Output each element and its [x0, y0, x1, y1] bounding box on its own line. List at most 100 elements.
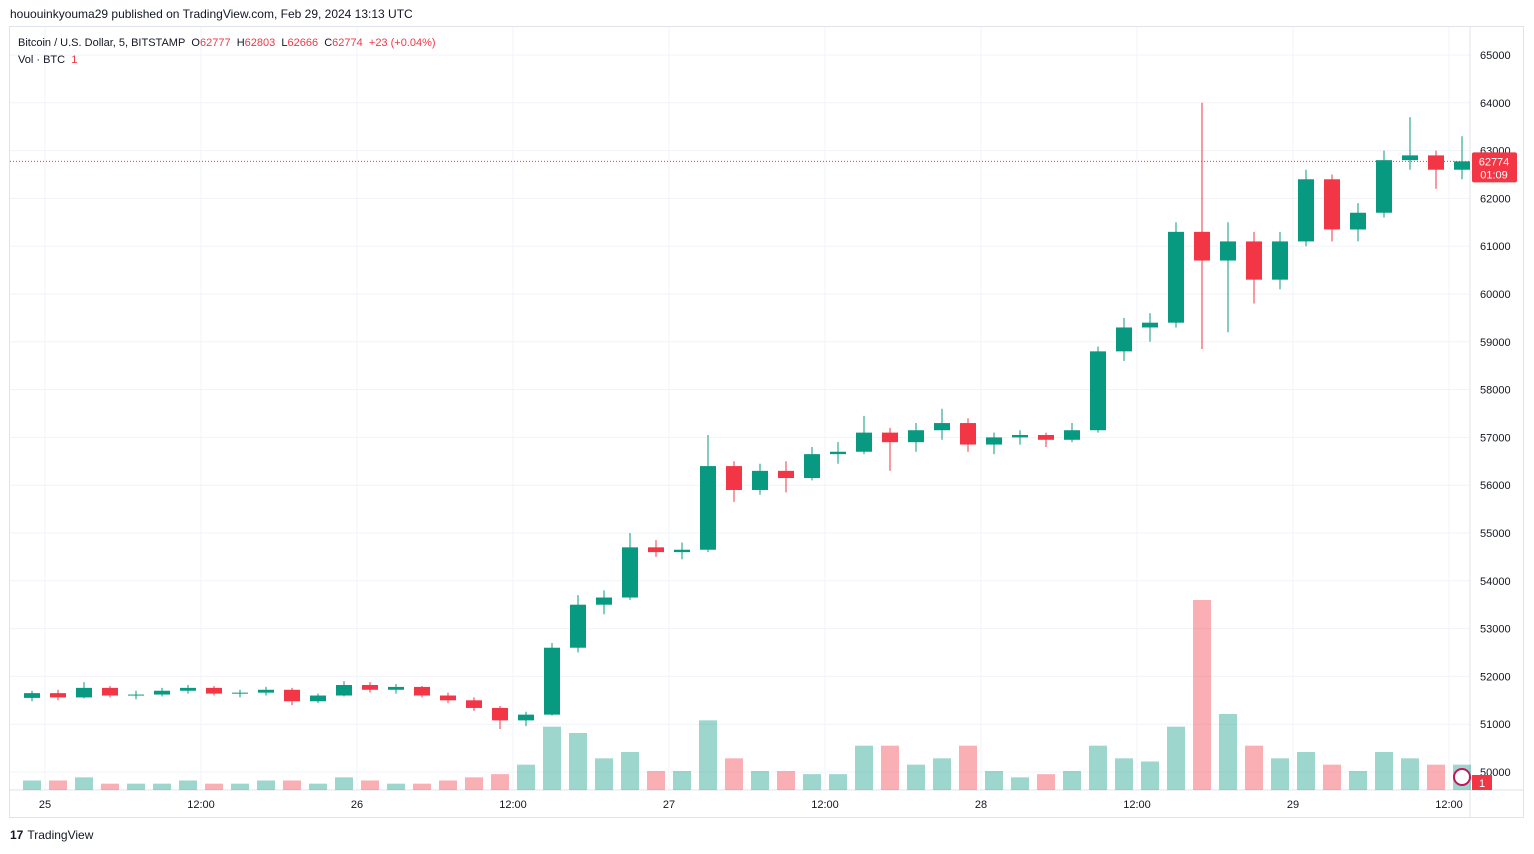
volume-bar	[75, 777, 93, 790]
volume-bar	[1141, 761, 1159, 790]
candle-body	[24, 693, 40, 698]
volume-bar	[257, 780, 275, 790]
volume-bar	[1219, 714, 1237, 790]
candle-body	[1194, 231, 1210, 261]
candle-body	[544, 647, 560, 715]
candle-body	[206, 687, 222, 694]
candle-body	[362, 685, 378, 690]
candle-body	[960, 423, 976, 445]
volume-bar	[829, 774, 847, 790]
time-tick-label: 25	[39, 799, 51, 811]
volume-bar	[465, 777, 483, 790]
volume-bar	[49, 780, 67, 790]
volume-bar	[491, 774, 509, 790]
volume-bar	[543, 726, 561, 790]
volume-bar	[647, 771, 665, 790]
price-tick-label: 58000	[1480, 385, 1511, 397]
volume-bar	[725, 758, 743, 790]
time-tick-label: 28	[975, 799, 987, 811]
candle-body	[180, 687, 196, 691]
volume-bar	[387, 783, 405, 790]
price-tick-label: 52000	[1480, 671, 1511, 683]
volume-bar	[751, 771, 769, 790]
event-count-badge	[1472, 775, 1492, 790]
volume-bar	[881, 745, 899, 790]
chart-frame	[9, 26, 1524, 818]
time-tick-label: 12:00	[1435, 799, 1463, 811]
last-price-value: 62774	[1479, 156, 1510, 168]
candle-body	[284, 689, 300, 702]
volume-bar	[621, 752, 639, 790]
candle-body	[492, 707, 508, 721]
symbol-title[interactable]: Bitcoin / U.S. Dollar, 5, BITSTAMP	[18, 37, 186, 49]
price-tick-label: 51000	[1480, 719, 1511, 731]
volume-bar	[959, 745, 977, 790]
last-price-label	[1472, 152, 1517, 183]
candle-body	[466, 700, 482, 708]
candle-body	[310, 695, 326, 702]
volume-bar	[309, 783, 327, 790]
candle-body	[232, 692, 248, 694]
candle-body	[726, 466, 742, 490]
low-label: L	[281, 37, 288, 49]
candle-body	[1220, 241, 1236, 261]
tradingview-brand[interactable]: 17 TradingView	[10, 828, 93, 842]
volume-row: Vol · BTC 1	[18, 52, 436, 69]
candle-body	[1402, 155, 1418, 161]
candle-body	[674, 549, 690, 553]
bar-countdown: 01:09	[1480, 169, 1508, 181]
candle-body	[440, 695, 456, 701]
candle-body	[934, 423, 950, 431]
price-tick-label: 61000	[1480, 241, 1511, 253]
volume-bar	[907, 764, 925, 790]
time-tick-label: 12:00	[811, 799, 839, 811]
volume-bar	[1245, 745, 1263, 790]
candle-body	[1012, 435, 1028, 438]
candle-body	[648, 547, 664, 553]
candle-body	[570, 604, 586, 648]
volume-bar	[1375, 752, 1393, 790]
volume-label[interactable]: Vol · BTC	[18, 54, 66, 66]
volume-bar	[803, 774, 821, 790]
us-flag-event-icon	[1453, 768, 1471, 786]
candle-body	[1376, 160, 1392, 213]
price-tick-label: 62000	[1480, 193, 1511, 205]
time-tick-label: 12:00	[1123, 799, 1151, 811]
volume-bar	[153, 783, 171, 790]
candle-body	[388, 686, 404, 690]
publisher-line: hououinkyouma29 published on TradingView…	[10, 7, 413, 21]
candle-body	[1428, 155, 1444, 170]
candle-body	[700, 466, 716, 550]
volume-bar	[1011, 777, 1029, 790]
ohlc-row: Bitcoin / U.S. Dollar, 5, BITSTAMP O6277…	[18, 35, 436, 52]
open-value: 62777	[199, 37, 231, 49]
volume-bar	[1063, 771, 1081, 790]
volume-bar	[1037, 774, 1055, 790]
price-tick-label: 55000	[1480, 528, 1511, 540]
candle-body	[154, 690, 170, 695]
close-value: 62774	[332, 37, 363, 49]
price-tick-label: 60000	[1480, 289, 1511, 301]
brand-name: TradingView	[27, 828, 94, 842]
volume-bar	[283, 780, 301, 790]
candle-body	[50, 693, 66, 698]
price-tick-label: 53000	[1480, 624, 1511, 636]
price-tick-label: 64000	[1480, 98, 1511, 110]
volume-bar	[1427, 764, 1445, 790]
tradingview-logo-icon: 17	[10, 828, 24, 842]
candle-body	[1142, 322, 1158, 328]
price-tick-label: 57000	[1480, 432, 1511, 444]
price-tick-label: 59000	[1480, 337, 1511, 349]
volume-bar	[1167, 726, 1185, 790]
volume-bar	[231, 783, 249, 790]
volume-bar	[1089, 745, 1107, 790]
volume-bar	[1115, 758, 1133, 790]
volume-bar	[517, 764, 535, 790]
volume-bar	[595, 758, 613, 790]
volume-bar	[777, 771, 795, 790]
candle-body	[908, 430, 924, 443]
volume-bar	[205, 783, 223, 790]
volume-bar	[101, 783, 119, 790]
volume-bar	[23, 780, 41, 790]
